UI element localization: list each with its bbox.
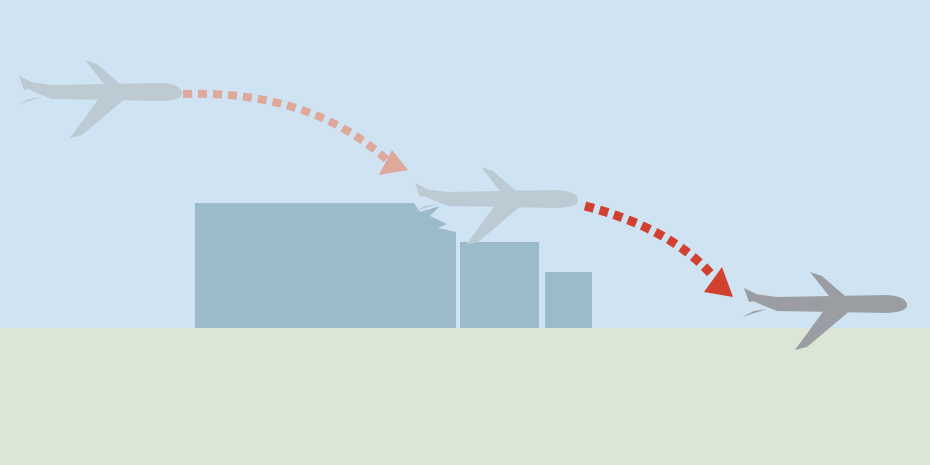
building-large-damaged — [195, 203, 456, 328]
arrow-head — [379, 150, 408, 175]
ground-background — [0, 328, 930, 465]
arrow-head — [704, 267, 733, 297]
dashed-arrow-icon — [583, 201, 716, 279]
building-small — [545, 272, 592, 328]
building-medium — [460, 242, 539, 328]
dashed-arrow-icon — [182, 89, 390, 163]
